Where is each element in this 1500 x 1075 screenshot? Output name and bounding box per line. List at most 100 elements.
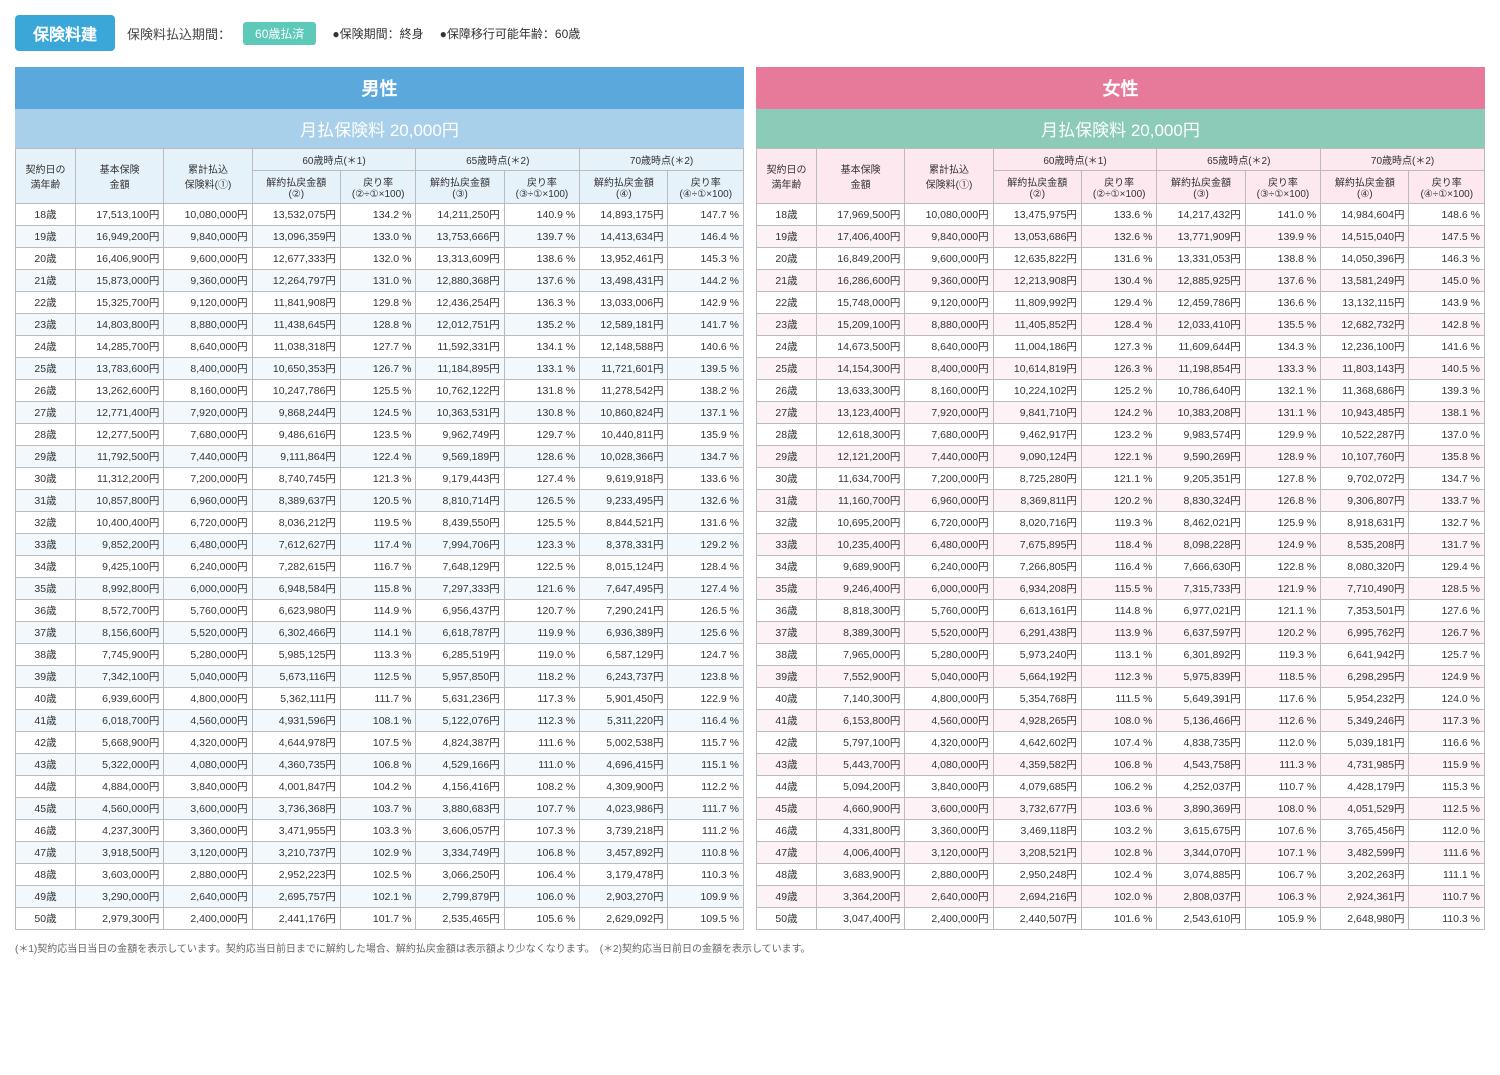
table-cell: 12,277,500円 <box>76 424 164 446</box>
table-cell: 24歳 <box>16 336 76 358</box>
table-cell: 110.3 % <box>1409 908 1485 930</box>
table-cell: 7,315,733円 <box>1157 578 1245 600</box>
table-cell: 50歳 <box>16 908 76 930</box>
table-cell: 8,015,124円 <box>580 556 668 578</box>
table-cell: 12,264,797円 <box>252 270 340 292</box>
table-cell: 107.3 % <box>504 820 579 842</box>
table-cell: 117.3 % <box>504 688 579 710</box>
table-cell: 131.6 % <box>668 512 744 534</box>
table-row: 50歳2,979,300円2,400,000円2,441,176円101.7 %… <box>16 908 744 930</box>
table-cell: 4,079,685円 <box>993 776 1081 798</box>
table-cell: 111.2 % <box>668 820 744 842</box>
table-cell: 4,931,596円 <box>252 710 340 732</box>
table-cell: 4,800,000円 <box>164 688 252 710</box>
table-cell: 123.2 % <box>1081 424 1156 446</box>
table-cell: 36歳 <box>16 600 76 622</box>
table-cell: 9,462,917円 <box>993 424 1081 446</box>
col-header: 累計払込保険料(①) <box>905 149 993 204</box>
table-cell: 127.8 % <box>1245 468 1320 490</box>
table-cell: 13,132,115円 <box>1321 292 1409 314</box>
table-cell: 8,572,700円 <box>76 600 164 622</box>
table-cell: 6,587,129円 <box>580 644 668 666</box>
table-cell: 17,513,100円 <box>76 204 164 226</box>
table-cell: 8,400,000円 <box>905 358 993 380</box>
table-cell: 112.0 % <box>1245 732 1320 754</box>
table-cell: 2,903,270円 <box>580 886 668 908</box>
table-cell: 9,600,000円 <box>164 248 252 270</box>
table-cell: 147.7 % <box>668 204 744 226</box>
table-cell: 9,120,000円 <box>164 292 252 314</box>
table-cell: 134.1 % <box>504 336 579 358</box>
table-cell: 35歳 <box>16 578 76 600</box>
table-cell: 8,020,716円 <box>993 512 1081 534</box>
table-cell: 14,673,500円 <box>817 336 905 358</box>
table-cell: 31歳 <box>16 490 76 512</box>
table-cell: 18歳 <box>757 204 817 226</box>
table-cell: 113.1 % <box>1081 644 1156 666</box>
table-cell: 117.4 % <box>340 534 415 556</box>
col-subheader: 戻り率(④÷①×100) <box>1409 171 1485 204</box>
table-cell: 13,096,359円 <box>252 226 340 248</box>
table-cell: 129.7 % <box>504 424 579 446</box>
table-cell: 6,298,295円 <box>1321 666 1409 688</box>
table-cell: 129.8 % <box>340 292 415 314</box>
table-cell: 6,613,161円 <box>993 600 1081 622</box>
table-cell: 27歳 <box>16 402 76 424</box>
table-cell: 106.3 % <box>1245 886 1320 908</box>
col-subheader: 戻り率(③÷①×100) <box>1245 171 1320 204</box>
table-cell: 135.9 % <box>668 424 744 446</box>
table-cell: 123.3 % <box>504 534 579 556</box>
table-cell: 138.6 % <box>504 248 579 270</box>
table-cell: 3,615,675円 <box>1157 820 1245 842</box>
table-cell: 112.5 % <box>1409 798 1485 820</box>
table-cell: 138.2 % <box>668 380 744 402</box>
table-cell: 9,306,807円 <box>1321 490 1409 512</box>
table-cell: 119.0 % <box>504 644 579 666</box>
table-row: 20歳16,406,900円9,600,000円12,677,333円132.0… <box>16 248 744 270</box>
table-cell: 8,389,637円 <box>252 490 340 512</box>
table-cell: 125.7 % <box>1409 644 1485 666</box>
table-cell: 11,792,500円 <box>76 446 164 468</box>
table-cell: 30歳 <box>757 468 817 490</box>
table-cell: 34歳 <box>16 556 76 578</box>
table-cell: 13,771,909円 <box>1157 226 1245 248</box>
table-cell: 23歳 <box>757 314 817 336</box>
table-cell: 14,211,250円 <box>416 204 504 226</box>
header-note1: ●保険期間：終身 <box>332 25 423 42</box>
table-cell: 132.1 % <box>1245 380 1320 402</box>
female-table: 契約日の満年齢基本保険金額累計払込保険料(①)60歳時点(＊1)65歳時点(＊2… <box>756 148 1485 930</box>
table-cell: 6,939,600円 <box>76 688 164 710</box>
table-cell: 141.0 % <box>1245 204 1320 226</box>
table-row: 41歳6,018,700円4,560,000円4,931,596円108.1 %… <box>16 710 744 732</box>
table-row: 42歳5,797,100円4,320,000円4,642,602円107.4 %… <box>757 732 1485 754</box>
table-row: 36歳8,572,700円5,760,000円6,623,980円114.9 %… <box>16 600 744 622</box>
table-cell: 12,033,410円 <box>1157 314 1245 336</box>
table-cell: 15,325,700円 <box>76 292 164 314</box>
table-cell: 4,928,265円 <box>993 710 1081 732</box>
table-cell: 7,200,000円 <box>905 468 993 490</box>
table-cell: 13,033,006円 <box>580 292 668 314</box>
table-cell: 12,880,368円 <box>416 270 504 292</box>
table-cell: 6,285,519円 <box>416 644 504 666</box>
col-subheader: 戻り率(③÷①×100) <box>504 171 579 204</box>
table-cell: 128.8 % <box>340 314 415 336</box>
table-cell: 110.3 % <box>668 864 744 886</box>
table-cell: 102.8 % <box>1081 842 1156 864</box>
table-cell: 135.2 % <box>504 314 579 336</box>
table-cell: 4,309,900円 <box>580 776 668 798</box>
table-cell: 124.0 % <box>1409 688 1485 710</box>
table-cell: 8,462,021円 <box>1157 512 1245 534</box>
table-row: 44歳5,094,200円3,840,000円4,079,685円106.2 %… <box>757 776 1485 798</box>
table-cell: 10,028,366円 <box>580 446 668 468</box>
table-cell: 128.5 % <box>1409 578 1485 600</box>
table-row: 46歳4,237,300円3,360,000円3,471,955円103.3 %… <box>16 820 744 842</box>
table-cell: 3,739,218円 <box>580 820 668 842</box>
table-cell: 104.2 % <box>340 776 415 798</box>
table-cell: 125.2 % <box>1081 380 1156 402</box>
table-cell: 127.3 % <box>1081 336 1156 358</box>
table-cell: 115.5 % <box>1081 578 1156 600</box>
table-cell: 22歳 <box>16 292 76 314</box>
table-cell: 129.9 % <box>1245 424 1320 446</box>
table-row: 33歳9,852,200円6,480,000円7,612,627円117.4 %… <box>16 534 744 556</box>
table-cell: 8,844,521円 <box>580 512 668 534</box>
